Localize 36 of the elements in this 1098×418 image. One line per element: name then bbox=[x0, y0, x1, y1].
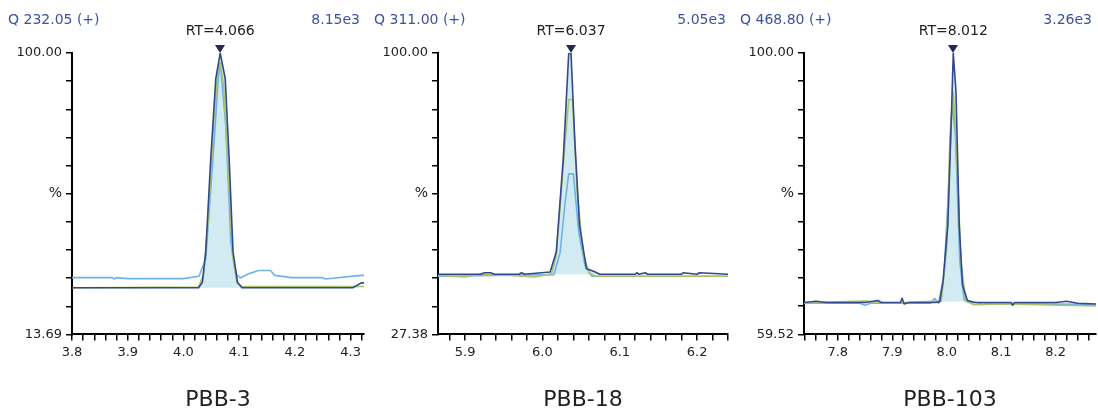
x-tick-label: 3.9 bbox=[117, 343, 139, 359]
x-tick-label: 4.0 bbox=[173, 343, 194, 359]
y-tick-label: 100.00 bbox=[16, 44, 62, 60]
y-tick-label: 59.52 bbox=[756, 325, 794, 341]
y-tick-label: 100.00 bbox=[382, 44, 428, 60]
x-tick-label: 4.2 bbox=[284, 343, 306, 359]
x-tick-label: 4.3 bbox=[340, 343, 361, 359]
chart-subtitle: 8.15e3 bbox=[311, 10, 360, 27]
y-axis-title: % bbox=[48, 184, 62, 201]
y-tick-label: 27.38 bbox=[390, 325, 428, 341]
x-tick-label: 7.9 bbox=[881, 343, 903, 359]
x-tick-label: 3.8 bbox=[61, 343, 83, 359]
chart-subtitle: 5.05e3 bbox=[677, 10, 726, 27]
x-axis-title: PBB-18 bbox=[543, 385, 623, 411]
y-tick-label: 100.00 bbox=[748, 44, 794, 60]
y-axis-title: % bbox=[780, 184, 794, 201]
y-tick-label: 13.69 bbox=[24, 325, 62, 341]
x-tick-label: 8.2 bbox=[1045, 343, 1067, 359]
annotation: RT=4.066 bbox=[185, 21, 255, 38]
x-tick-label: 6.2 bbox=[686, 343, 708, 359]
chart-title: Q 311.00 (+) bbox=[374, 10, 466, 27]
y-axis-title: % bbox=[414, 184, 428, 201]
x-tick-label: 6.1 bbox=[609, 343, 631, 359]
x-axis-title: PBB-103 bbox=[903, 385, 997, 411]
chart-subtitle: 3.26e3 bbox=[1043, 10, 1092, 27]
x-tick-label: 4.1 bbox=[228, 343, 250, 359]
annotation: RT=6.037 bbox=[536, 21, 606, 38]
x-tick-label: 8.0 bbox=[936, 343, 958, 359]
annotation: RT=8.012 bbox=[918, 21, 988, 38]
chart-title: Q 468.80 (+) bbox=[740, 10, 832, 27]
x-tick-label: 6.0 bbox=[532, 343, 553, 359]
x-axis-title: PBB-3 bbox=[185, 385, 251, 411]
chart-title: Q 232.05 (+) bbox=[8, 10, 100, 27]
x-tick-label: 5.9 bbox=[454, 343, 476, 359]
x-tick-label: 7.8 bbox=[827, 343, 849, 359]
x-tick-label: 8.1 bbox=[990, 343, 1012, 359]
